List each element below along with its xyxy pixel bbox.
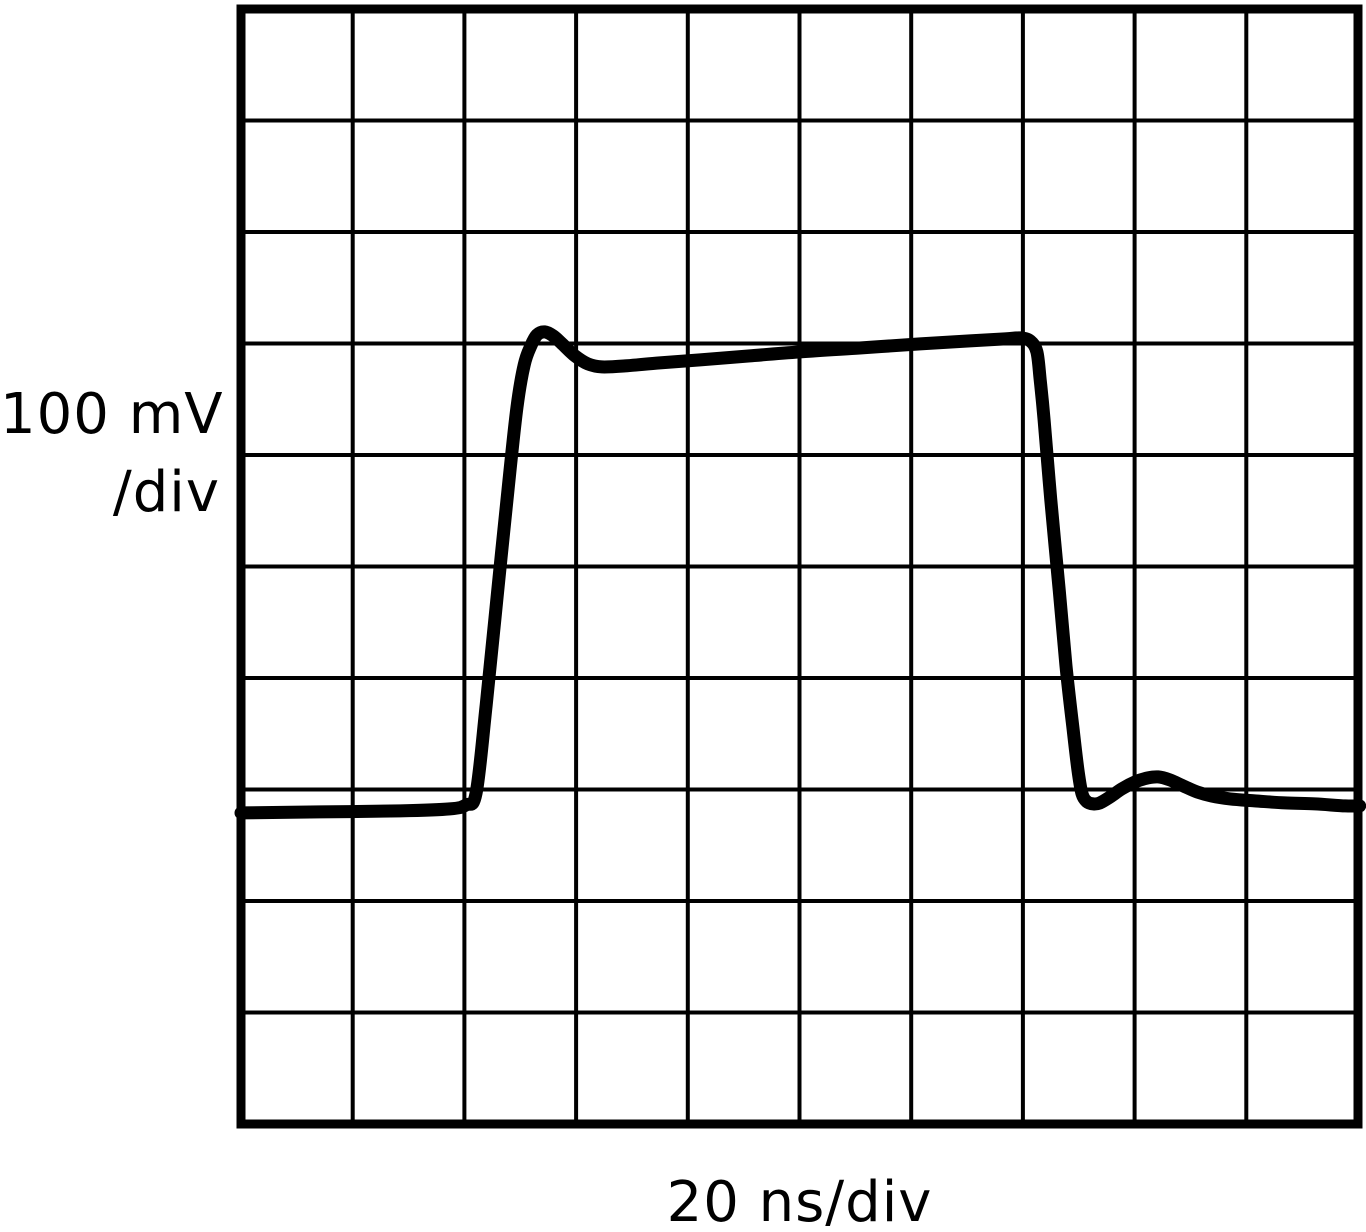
y-scale-value: 100 mV (0, 382, 224, 447)
y-scale-unit: /div (112, 460, 220, 525)
graticule-grid (241, 9, 1358, 1124)
waveform-trace (234, 325, 1366, 820)
x-axis-scale-label: 20 ns/div (666, 1170, 933, 1232)
y-axis-scale-label: 100 mV /div (0, 376, 224, 532)
graticule-border (236, 4, 1363, 1129)
